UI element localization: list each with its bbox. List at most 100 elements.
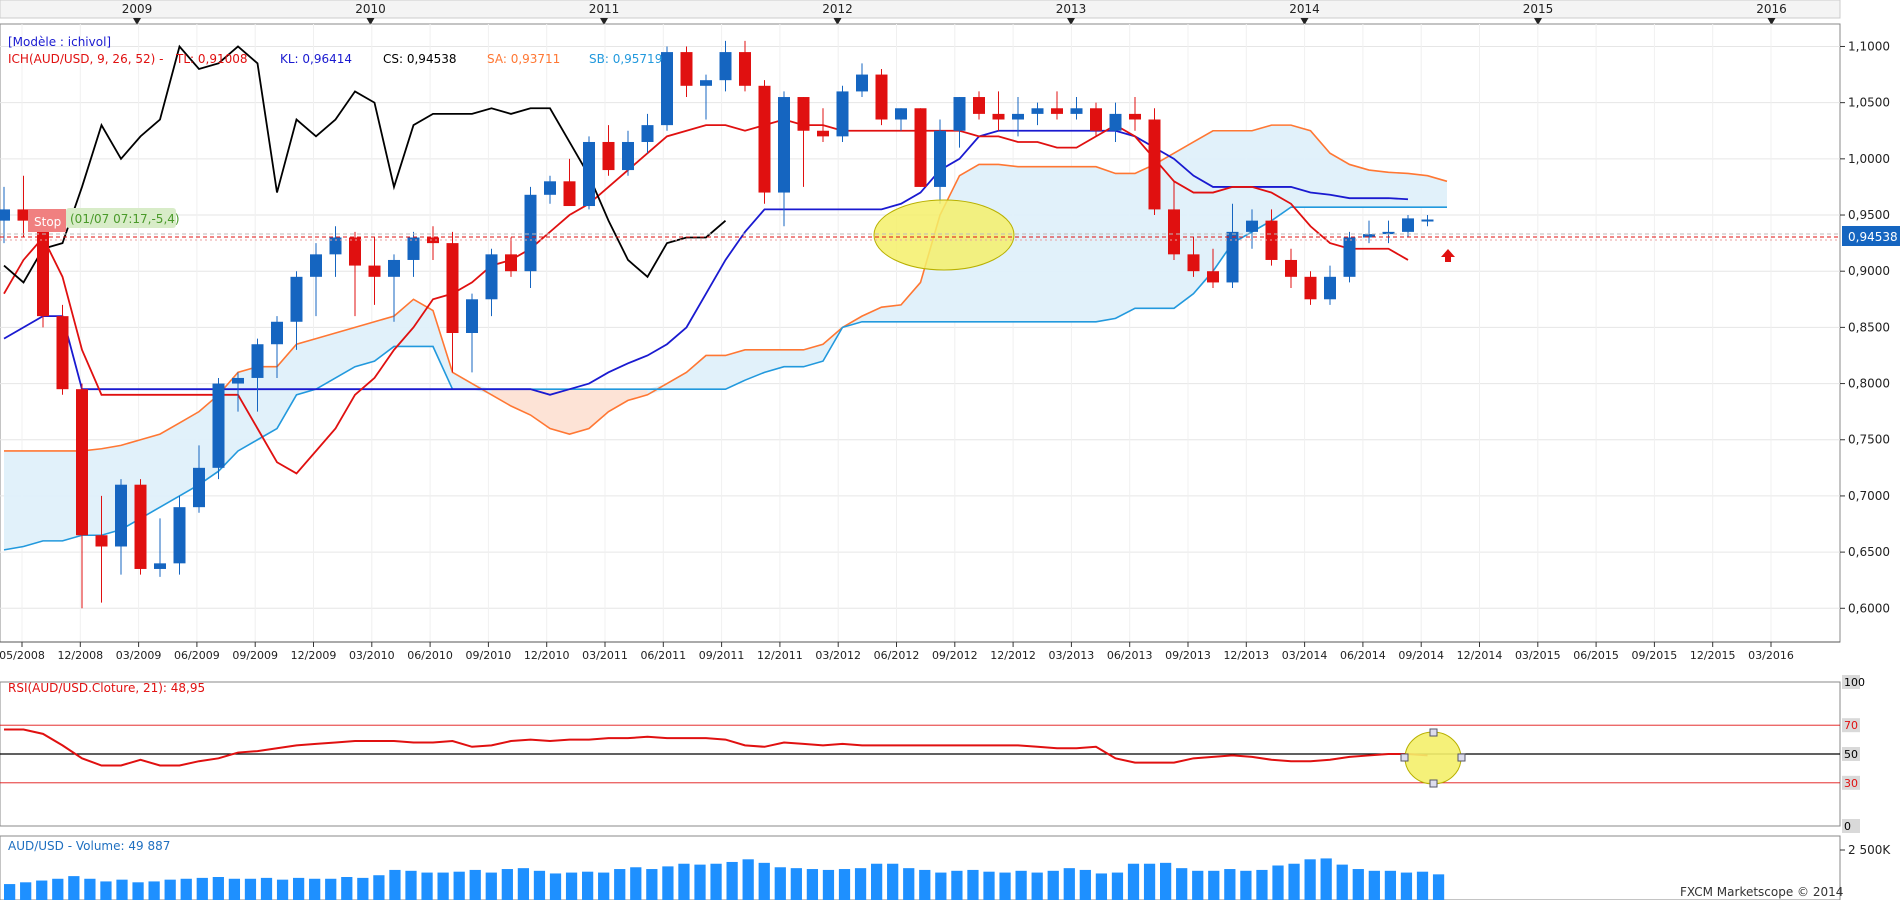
- candle-body[interactable]: [1109, 113, 1122, 131]
- candle-body[interactable]: [544, 181, 556, 195]
- candle-body[interactable]: [1051, 108, 1063, 114]
- volume-bar: [710, 863, 722, 900]
- candle-body[interactable]: [1285, 259, 1297, 277]
- candle-body[interactable]: [95, 535, 108, 547]
- volume-bar: [838, 869, 851, 900]
- rsi-highlight-ellipse[interactable]: [1404, 731, 1462, 785]
- date-tick-label: 09/2011: [699, 649, 745, 662]
- candle-body[interactable]: [368, 265, 381, 277]
- candle-body[interactable]: [17, 209, 30, 221]
- candle-body[interactable]: [797, 97, 810, 131]
- candle-body[interactable]: [856, 74, 868, 92]
- candle-body[interactable]: [1207, 271, 1219, 283]
- candle-body[interactable]: [524, 194, 537, 272]
- candle-body[interactable]: [953, 97, 966, 131]
- candle-body[interactable]: [154, 563, 166, 569]
- candle-body[interactable]: [641, 125, 654, 142]
- candle-body[interactable]: [700, 80, 712, 86]
- candle-body[interactable]: [1090, 108, 1102, 131]
- candle-body[interactable]: [758, 85, 771, 193]
- candle-body[interactable]: [1382, 231, 1395, 235]
- candle-body[interactable]: [1031, 108, 1044, 114]
- volume-bar: [52, 878, 64, 900]
- candle-body[interactable]: [895, 108, 907, 120]
- candle-body[interactable]: [1324, 276, 1336, 300]
- candle-body[interactable]: [836, 91, 849, 137]
- candle-body[interactable]: [1148, 119, 1161, 210]
- candle-body[interactable]: [661, 52, 673, 126]
- highlight-ellipse[interactable]: [873, 199, 1015, 271]
- candle-body[interactable]: [1168, 209, 1180, 255]
- candle-body[interactable]: [115, 484, 127, 547]
- year-label: 2015: [1523, 2, 1554, 16]
- candle-body[interactable]: [407, 237, 420, 260]
- candle-body[interactable]: [1012, 113, 1024, 120]
- date-tick-label: 06/2015: [1573, 649, 1619, 662]
- candle-body[interactable]: [446, 243, 459, 333]
- candle-body[interactable]: [1187, 254, 1200, 272]
- candle-body[interactable]: [349, 237, 361, 266]
- candle-body[interactable]: [1246, 220, 1258, 232]
- candle-body[interactable]: [212, 383, 225, 468]
- volume-bar: [598, 872, 610, 900]
- candle-body[interactable]: [1226, 231, 1239, 283]
- candle-body[interactable]: [485, 254, 498, 300]
- candle-body[interactable]: [388, 259, 400, 277]
- candle-body[interactable]: [466, 299, 478, 333]
- candle-body[interactable]: [1343, 237, 1356, 277]
- candlesticks[interactable]: [0, 40, 1434, 609]
- candle-body[interactable]: [232, 377, 244, 384]
- candle-body[interactable]: [427, 237, 439, 244]
- candle-body[interactable]: [739, 52, 751, 86]
- candle-body[interactable]: [76, 389, 88, 536]
- candle-body[interactable]: [1363, 234, 1375, 238]
- candle-body[interactable]: [778, 97, 790, 193]
- date-tick-label: 03/2012: [815, 649, 861, 662]
- candle-body[interactable]: [680, 52, 693, 86]
- candle-body[interactable]: [56, 316, 69, 390]
- candle-body[interactable]: [992, 113, 1005, 120]
- resize-handle-icon[interactable]: [1400, 753, 1409, 762]
- candle-body[interactable]: [934, 130, 946, 187]
- candle-body[interactable]: [193, 467, 205, 508]
- price-tick-label: 0,6000: [1848, 601, 1890, 615]
- date-tick-label: 06/2010: [407, 649, 453, 662]
- candle-body[interactable]: [505, 254, 517, 272]
- candle-body[interactable]: [329, 237, 342, 255]
- candle-body[interactable]: [875, 74, 888, 120]
- rsi-panel[interactable]: RSI(AUD/USD.Cloture, 21): 48,95 100 70 50 3…: [0, 675, 1865, 833]
- candle-body[interactable]: [173, 507, 186, 564]
- candle-body[interactable]: [914, 108, 927, 187]
- candle-body[interactable]: [1129, 113, 1141, 120]
- volume-bar: [1176, 868, 1188, 900]
- candle-body[interactable]: [271, 321, 283, 345]
- candle-body[interactable]: [1421, 219, 1434, 222]
- rsi-tick-bg: [1842, 718, 1860, 733]
- candle-body[interactable]: [0, 209, 10, 221]
- candle-body[interactable]: [37, 220, 49, 317]
- candle-body[interactable]: [973, 97, 985, 114]
- resize-handle-icon[interactable]: [1429, 779, 1438, 788]
- candle-body[interactable]: [602, 141, 615, 171]
- date-tick-label: 03/2015: [1515, 649, 1561, 662]
- resize-handle-icon[interactable]: [1429, 728, 1438, 737]
- candle-body[interactable]: [1070, 108, 1083, 114]
- stop-badge[interactable]: [28, 209, 66, 232]
- price-panel[interactable]: 1,1000 1,0500 1,0000 0,9500 0,9000 0,8500 0,80…: [0, 23, 1900, 662]
- candle-body[interactable]: [563, 181, 576, 207]
- candle-body[interactable]: [719, 52, 732, 81]
- candle-body[interactable]: [134, 484, 147, 569]
- date-tick-label: 09/2015: [1632, 649, 1678, 662]
- candle-body[interactable]: [1402, 218, 1414, 232]
- candle-body[interactable]: [251, 344, 264, 378]
- volume-panel[interactable]: AUD/USD - Volume: 49 887 2 500K FXCM Mar…: [0, 835, 1891, 901]
- rsi-ellipse-handles[interactable]: [1400, 728, 1466, 788]
- candle-body[interactable]: [1304, 276, 1317, 300]
- candle-body[interactable]: [622, 141, 634, 171]
- candle-body[interactable]: [310, 254, 322, 277]
- candle-body[interactable]: [817, 130, 829, 137]
- candle-body[interactable]: [583, 141, 595, 207]
- candle-body[interactable]: [290, 276, 303, 322]
- resize-handle-icon[interactable]: [1457, 753, 1466, 762]
